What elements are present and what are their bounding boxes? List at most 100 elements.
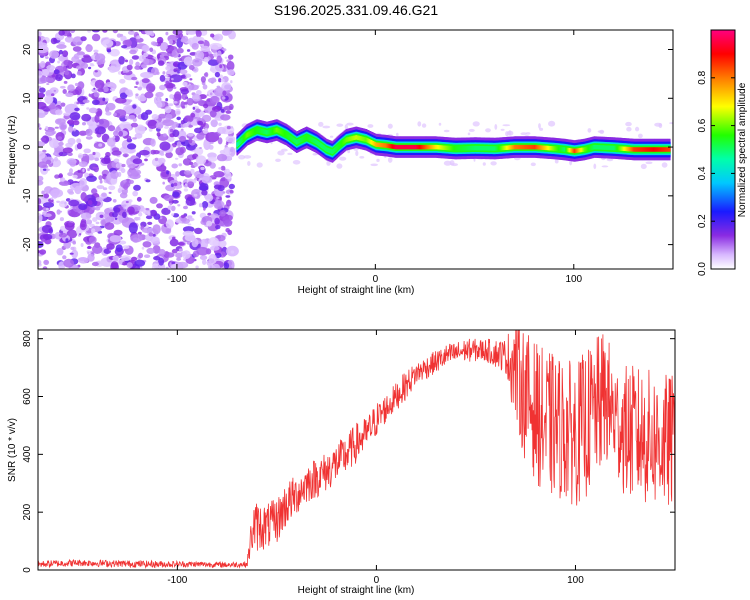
noise-blob — [38, 92, 45, 100]
noise-blob — [172, 191, 180, 198]
noise-blob — [107, 125, 116, 132]
trace-core — [536, 145, 538, 150]
trace-core — [332, 148, 335, 154]
trace-core — [280, 129, 282, 135]
noise-blob — [53, 89, 57, 92]
trace-core — [272, 128, 274, 134]
noise-blob — [216, 197, 220, 200]
trace-core — [298, 138, 301, 143]
noise-blob — [106, 137, 116, 147]
faint-speck — [336, 163, 343, 169]
trace-core — [473, 145, 476, 151]
snr-x-label: Height of straight line (km) — [298, 585, 415, 596]
trace-core — [393, 144, 395, 149]
snr-y-label: SNR (10 * v/v) — [7, 418, 18, 482]
noise-blob — [199, 255, 208, 261]
noise-blob — [188, 65, 195, 70]
noise-blob — [127, 30, 135, 35]
trace-core — [265, 130, 267, 135]
trace-core — [306, 135, 309, 140]
trace-core — [352, 135, 355, 141]
trace-core — [449, 146, 452, 151]
trace-core — [469, 146, 472, 151]
trace-core — [371, 140, 373, 145]
noise-blob — [80, 36, 87, 42]
trace-core — [292, 137, 294, 142]
trace-core — [406, 144, 408, 150]
noise-blob — [62, 147, 73, 154]
trace-core — [466, 146, 469, 151]
noise-blob — [109, 88, 116, 92]
noise-blob — [46, 168, 50, 171]
noise-blob — [217, 50, 222, 58]
noise-blob — [66, 120, 74, 124]
noise-blob — [68, 126, 74, 133]
colorbar: 0.0 0.2 0.4 0.6 0.8 Normalized spectral ampl… — [697, 29, 748, 276]
noise-blob — [123, 183, 129, 190]
noise-blob — [69, 252, 74, 255]
trace-core — [652, 147, 654, 152]
trace-core — [501, 145, 503, 151]
noise-blob — [91, 33, 101, 42]
trace-core — [309, 137, 312, 142]
noise-blob — [146, 247, 155, 254]
noise-blob — [48, 104, 56, 110]
noise-blob — [128, 114, 136, 120]
noise-blob — [38, 259, 42, 265]
noise-blob — [200, 45, 211, 53]
noise-blob — [140, 71, 154, 79]
trace-core — [426, 144, 429, 150]
spectrogram-y-axis: -20 -10 0 10 20 — [22, 44, 673, 252]
trace-core — [635, 147, 637, 152]
noise-blob — [126, 135, 132, 140]
noise-blob — [170, 205, 176, 212]
faint-speck — [329, 135, 334, 138]
noise-blob — [72, 240, 76, 245]
trace-core — [569, 148, 572, 153]
noise-blob — [113, 158, 120, 163]
trace-core — [601, 145, 604, 150]
trace-core — [669, 147, 671, 152]
trace-core — [344, 138, 347, 143]
noise-blob — [224, 30, 233, 35]
trace-core — [435, 144, 438, 150]
noise-blob — [58, 141, 64, 146]
trace-core — [626, 146, 628, 152]
noise-blob — [83, 54, 90, 58]
noise-blob — [91, 207, 97, 211]
trace-core — [511, 145, 513, 150]
noise-blob — [55, 109, 63, 116]
noise-blob — [91, 188, 98, 194]
trace-core — [477, 145, 480, 151]
noise-blob — [87, 168, 90, 172]
noise-blob — [191, 188, 202, 198]
trace-core — [627, 146, 629, 152]
trace-core — [546, 145, 548, 151]
noise-blob — [222, 96, 226, 100]
y-tick-label: 400 — [22, 446, 33, 463]
faint-speck — [467, 132, 471, 136]
noise-blob — [82, 154, 86, 157]
trace-core — [454, 146, 457, 151]
trace-core — [625, 146, 627, 152]
faint-speck — [443, 129, 450, 133]
trace-core — [660, 147, 662, 152]
noise-blob — [38, 151, 46, 160]
noise-blob — [94, 70, 98, 73]
noise-blob — [52, 140, 59, 148]
trace-core — [348, 136, 351, 142]
noise-blob — [202, 129, 209, 134]
noise-blob — [122, 204, 127, 207]
noise-blob — [60, 124, 67, 130]
noise-blob — [126, 149, 130, 153]
noise-blob — [101, 157, 111, 164]
trace-core — [330, 149, 333, 154]
noise-blob — [104, 218, 111, 223]
trace-core — [514, 144, 516, 150]
noise-blob — [78, 130, 88, 136]
trace-core — [486, 146, 489, 151]
spectrogram-x-label: Height of straight line (km) — [298, 285, 415, 296]
trace-core — [568, 148, 571, 153]
noise-blob — [192, 93, 201, 102]
noise-blob — [171, 78, 174, 81]
